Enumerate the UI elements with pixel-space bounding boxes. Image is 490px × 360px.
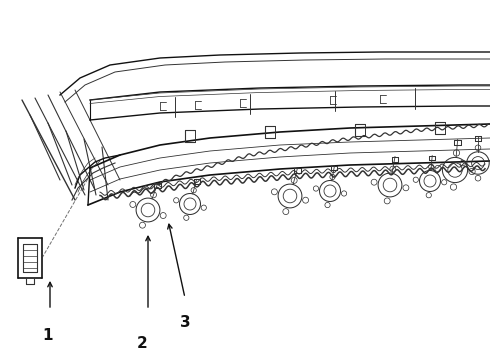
Text: 2: 2: [137, 336, 147, 351]
Text: 3: 3: [180, 315, 190, 330]
Text: 1: 1: [43, 328, 53, 343]
